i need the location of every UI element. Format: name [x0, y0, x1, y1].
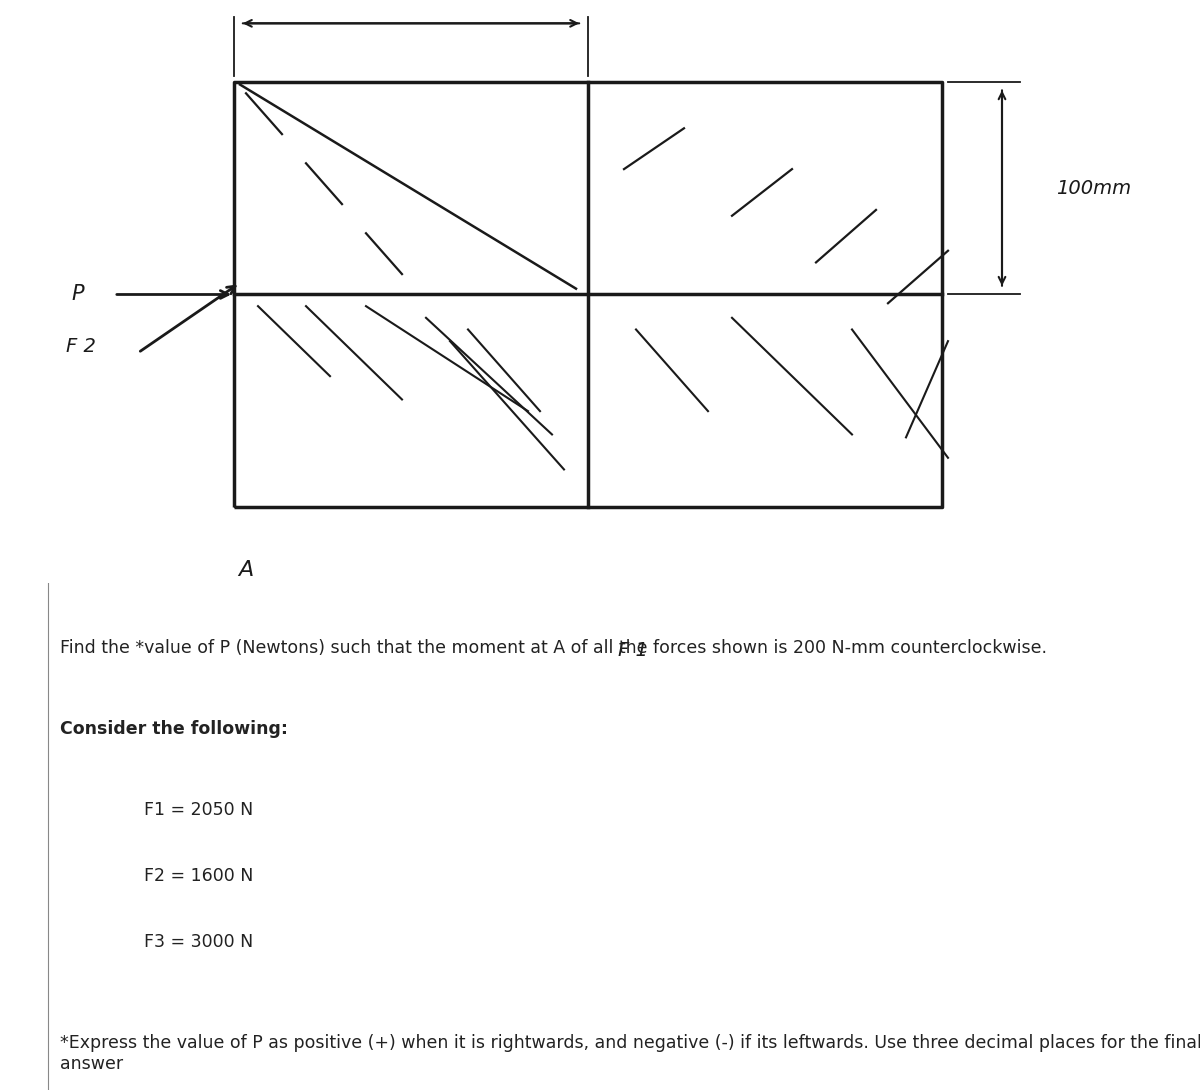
Text: A: A — [239, 560, 253, 580]
Text: F2 = 1600 N: F2 = 1600 N — [144, 867, 253, 885]
Text: F 1: F 1 — [618, 641, 648, 661]
Text: 100mm: 100mm — [1056, 179, 1132, 197]
Text: F1 = 2050 N: F1 = 2050 N — [144, 801, 253, 819]
Text: Find the *value of P (Newtons) such that the moment at A of all the forces shown: Find the *value of P (Newtons) such that… — [60, 639, 1046, 657]
Text: F3 = 3000 N: F3 = 3000 N — [144, 933, 253, 950]
Text: P: P — [71, 284, 84, 304]
Text: F 2: F 2 — [66, 338, 96, 356]
Text: *Express the value of P as positive (+) when it is rightwards, and negative (-) : *Express the value of P as positive (+) … — [60, 1034, 1200, 1073]
Text: Consider the following:: Consider the following: — [60, 720, 288, 738]
